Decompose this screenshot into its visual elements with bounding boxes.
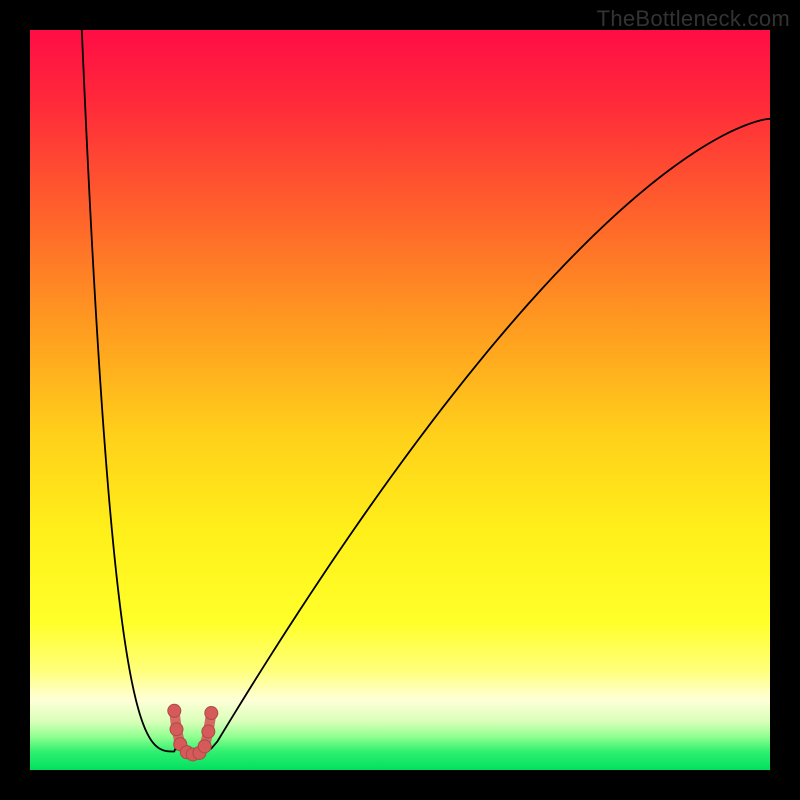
valley-marker — [202, 725, 215, 738]
valley-marker — [170, 723, 183, 736]
valley-marker — [168, 704, 181, 717]
bottleneck-curve-chart — [0, 0, 800, 800]
valley-marker — [198, 740, 211, 753]
watermark-text: TheBottleneck.com — [597, 6, 790, 32]
plot-background — [30, 30, 770, 770]
valley-marker — [205, 707, 218, 720]
chart-canvas: TheBottleneck.com — [0, 0, 800, 800]
